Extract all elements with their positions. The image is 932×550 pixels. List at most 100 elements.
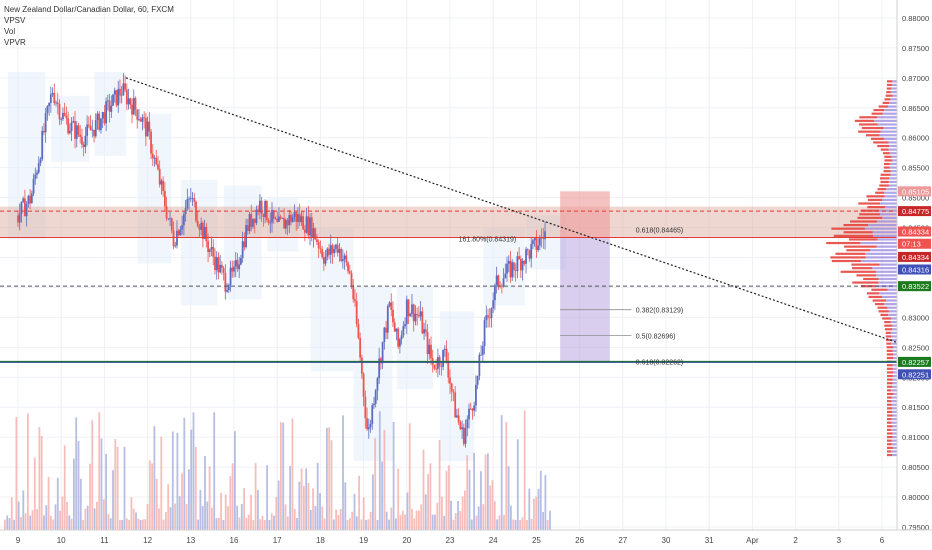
candle: [283, 218, 286, 229]
candle: [210, 246, 213, 250]
volume-bar: [282, 422, 285, 530]
candle: [233, 266, 235, 272]
volume-bar: [468, 469, 471, 530]
candle: [360, 357, 363, 374]
volume-bar: [100, 438, 103, 530]
volume-bar: [204, 455, 206, 530]
candle: [305, 216, 308, 233]
candle: [186, 199, 189, 209]
candle: [385, 327, 387, 333]
volume-bar: [438, 439, 441, 530]
volume-bar: [231, 463, 234, 530]
volume-bar: [280, 422, 282, 530]
candle: [49, 94, 52, 103]
candle: [404, 324, 406, 327]
volume-bar: [489, 485, 492, 530]
candle: [516, 256, 519, 272]
volume-profile-sell: [886, 346, 894, 349]
symbol-title[interactable]: New Zealand Dollar/Canadian Dollar, 60, …: [4, 5, 174, 14]
candle: [217, 257, 220, 273]
candle: [201, 222, 204, 239]
volume-bar: [105, 453, 107, 530]
volume-profile-buy: [886, 299, 897, 302]
volume-profile-sell: [856, 274, 877, 277]
volume-bar: [93, 508, 96, 530]
volume-profile-buy: [865, 256, 897, 259]
volume-bar: [59, 510, 61, 530]
candle: [148, 121, 151, 132]
candle: [449, 377, 451, 384]
candle: [492, 300, 495, 309]
volume-profile-buy: [891, 443, 897, 446]
indicator-vol[interactable]: Vol: [4, 27, 16, 36]
price-label-bg: [898, 206, 931, 217]
volume-bar: [8, 518, 11, 530]
volume-bar: [153, 426, 156, 530]
y-tick-label: 0.86500: [902, 104, 929, 113]
candle: [188, 198, 190, 200]
volume-bar: [503, 514, 505, 530]
volume-bar: [77, 440, 80, 530]
volume-bar: [160, 436, 163, 530]
volume-bar: [516, 439, 519, 530]
candle: [98, 113, 101, 130]
volume-profile-sell: [871, 112, 883, 115]
candle: [278, 216, 280, 222]
candle: [18, 213, 21, 223]
indicator-vpsv[interactable]: VPSV: [4, 16, 26, 25]
volume-profile-sell: [858, 202, 881, 205]
candle: [179, 229, 182, 236]
volume-profile-buy: [878, 209, 897, 212]
volume-bar: [158, 508, 160, 530]
volume-bar: [261, 515, 264, 530]
candle: [255, 209, 258, 223]
indicator-vpvr[interactable]: VPVR: [4, 38, 26, 47]
volume-bar: [123, 446, 126, 530]
candle: [246, 225, 249, 232]
volume-bar: [31, 510, 34, 530]
volume-bar: [75, 417, 78, 530]
candle: [189, 198, 192, 200]
volume-profile-sell: [886, 389, 892, 392]
candle: [421, 311, 424, 334]
candle: [143, 117, 146, 119]
volume-profile-sell: [877, 144, 890, 148]
volume-profile-buy: [891, 421, 897, 424]
volume-bar: [353, 493, 356, 530]
volume-bar: [171, 431, 174, 530]
candle: [497, 275, 500, 286]
candle: [329, 245, 332, 255]
candle: [468, 408, 470, 420]
volume-bar: [70, 518, 73, 530]
candle: [265, 200, 268, 220]
volume-profile-buy: [892, 324, 897, 327]
candle: [409, 313, 412, 317]
candle: [480, 354, 483, 356]
candle: [428, 344, 431, 355]
price-label: 0.82257: [902, 358, 929, 367]
candle: [108, 100, 111, 112]
candle: [224, 272, 227, 292]
volume-bar: [176, 432, 179, 530]
volume-bar: [415, 510, 418, 530]
candle: [514, 270, 517, 272]
candle: [333, 248, 336, 254]
volume-profile-sell: [886, 374, 893, 378]
candle: [481, 346, 484, 355]
candle: [485, 315, 488, 321]
volume-bar: [91, 420, 94, 530]
volume-profile-buy: [868, 223, 897, 227]
volume-profile-buy: [890, 170, 897, 173]
volume-bar: [206, 501, 209, 530]
volume-bar: [498, 515, 501, 530]
candle: [267, 219, 270, 223]
volume-profile-sell: [843, 223, 869, 227]
volume-profile-buy: [892, 432, 897, 435]
volume-profile-sell: [830, 256, 866, 259]
volume-profile-sell: [880, 313, 889, 317]
volume-profile-buy: [888, 141, 897, 144]
volume-profile-sell: [883, 170, 891, 173]
candle: [452, 391, 455, 393]
trendline[interactable]: [125, 77, 909, 347]
